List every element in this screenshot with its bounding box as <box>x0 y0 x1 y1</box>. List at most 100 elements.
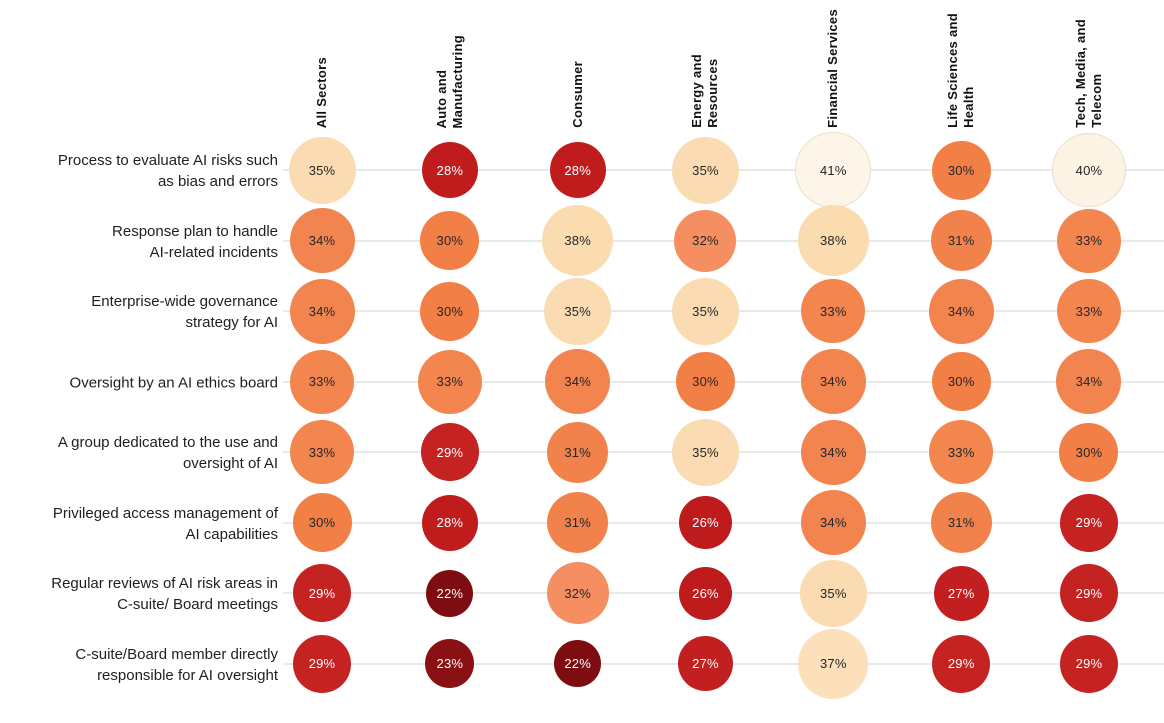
row-label: Regular reviews of AI risk areas in C-su… <box>51 575 278 613</box>
bubble-r7-c6: 29% <box>1059 634 1118 693</box>
row-label: Privileged access management of AI capab… <box>52 504 278 543</box>
bubble-r3-c4: 34% <box>800 349 866 414</box>
bubble-value: 33% <box>308 444 336 460</box>
bubble-r6-c0: 29% <box>293 564 351 622</box>
bubble-value: 40% <box>1075 162 1103 178</box>
bubble-value: 32% <box>692 233 719 248</box>
row-label: A group dedicated to the use and oversig… <box>57 434 278 472</box>
column-header-2: Consumer <box>528 0 628 128</box>
bubble-r2-c5: 34% <box>928 278 994 344</box>
column-header-label: Financial Services <box>825 9 841 128</box>
bubble-value: 35% <box>692 444 719 460</box>
bubble-r2-c6: 33% <box>1056 279 1121 343</box>
bubble-value: 34% <box>308 303 336 319</box>
bubble-r7-c5: 29% <box>932 634 991 693</box>
bubble-r3-c1: 33% <box>417 349 482 414</box>
column-header-label: Life Sciences and Health <box>945 13 977 128</box>
bubble-value: 38% <box>564 233 591 248</box>
bubble-value: 33% <box>1075 233 1103 248</box>
bubble-r5-c1: 28% <box>421 494 478 551</box>
bubble-value: 28% <box>564 162 591 178</box>
bubble-r2-c4: 33% <box>801 279 866 343</box>
bubble-value: 30% <box>436 233 464 248</box>
bubble-value: 34% <box>820 515 847 530</box>
bubble-r7-c0: 29% <box>293 634 351 693</box>
bubble-r6-c2: 32% <box>546 562 609 624</box>
bubble-value: 33% <box>436 374 464 389</box>
bubble-value: 33% <box>1075 303 1103 319</box>
bubble-r3-c6: 34% <box>1056 349 1122 414</box>
bubble-r1-c6: 33% <box>1056 208 1121 273</box>
bubble-r3-c5: 30% <box>931 352 991 411</box>
column-header-label: All Sectors <box>314 56 329 128</box>
bubble-value: 31% <box>564 515 591 530</box>
bubble-value: 29% <box>436 444 464 460</box>
bubble-r3-c2: 34% <box>545 349 611 414</box>
bubble-r4-c2: 31% <box>547 421 609 483</box>
bubble-r0-c0: 35% <box>288 136 356 204</box>
bubble-r1-c2: 38% <box>542 205 614 276</box>
bubble-value: 33% <box>308 374 336 389</box>
bubble-value: 30% <box>1075 444 1103 460</box>
bubble-value: 35% <box>820 585 847 601</box>
bubble-value: 35% <box>692 162 719 178</box>
bubble-r4-c1: 29% <box>420 423 479 481</box>
bubble-r1-c5: 31% <box>930 210 992 271</box>
column-header-5: Life Sciences and Health <box>911 0 1011 128</box>
bubble-r7-c3: 27% <box>677 636 733 691</box>
bubble-value: 23% <box>436 656 464 671</box>
bubble-value: 34% <box>947 303 975 319</box>
bubble-r3-c0: 33% <box>290 349 354 414</box>
column-header-label: Consumer <box>569 61 585 128</box>
bubble-value: 33% <box>947 444 975 460</box>
bubble-value: 30% <box>308 515 336 530</box>
column-header-label: Energy and Resources <box>689 54 721 128</box>
bubble-value: 30% <box>692 374 719 389</box>
bubble-value: 34% <box>308 233 336 248</box>
bubble-r0-c3: 35% <box>671 136 739 204</box>
row-label: C-suite/Board member directly responsibl… <box>75 645 278 684</box>
bubble-value: 30% <box>947 374 975 389</box>
bubble-value: 38% <box>820 233 847 248</box>
row-label: Response plan to handle AI-related incid… <box>112 222 278 261</box>
bubble-r2-c1: 30% <box>420 281 480 341</box>
bubble-r5-c5: 31% <box>930 492 992 553</box>
bubble-value: 26% <box>692 515 719 530</box>
bubble-r2-c0: 34% <box>289 278 355 344</box>
bubble-value: 31% <box>947 233 975 248</box>
bubble-r0-c4: 41% <box>795 132 872 208</box>
bubble-value: 27% <box>947 585 975 601</box>
bubble-r2-c3: 35% <box>671 277 739 345</box>
bubble-value: 29% <box>947 656 975 671</box>
bubble-value: 35% <box>692 303 719 319</box>
bubble-value: 34% <box>1075 374 1103 389</box>
bubble-value: 34% <box>820 444 847 460</box>
bubble-r2-c2: 35% <box>544 277 612 345</box>
bubble-r6-c6: 29% <box>1059 564 1118 622</box>
bubble-r5-c3: 26% <box>678 496 732 549</box>
bubble-value: 35% <box>564 303 591 319</box>
row-label: Process to evaluate AI risks such as bia… <box>57 152 278 190</box>
bubble-r0-c1: 28% <box>421 142 478 198</box>
column-header-6: Tech, Media, and Telecom <box>1039 0 1139 128</box>
column-header-1: Auto and Manufacturing <box>400 0 500 128</box>
bubble-value: 26% <box>692 585 719 601</box>
bubble-r5-c4: 34% <box>800 490 866 555</box>
bubble-r5-c0: 30% <box>292 493 352 552</box>
bubble-value: 30% <box>947 162 975 178</box>
bubble-value: 31% <box>947 515 975 530</box>
bubble-value: 28% <box>436 162 464 178</box>
bubble-r0-c2: 28% <box>549 142 606 198</box>
row-label: Enterprise-wide governance strategy for … <box>91 293 278 331</box>
bubble-r1-c3: 32% <box>674 209 737 272</box>
column-header-4: Financial Services <box>783 0 883 128</box>
column-header-3: Energy and Resources <box>655 0 755 128</box>
bubble-value: 22% <box>564 656 591 671</box>
bubble-value: 33% <box>820 303 847 319</box>
column-header-0: All Sectors <box>272 0 372 128</box>
bubble-r4-c5: 33% <box>929 420 994 484</box>
bubble-value: 22% <box>436 585 464 601</box>
bubble-value: 29% <box>308 585 336 601</box>
bubble-r3-c3: 30% <box>675 352 735 411</box>
